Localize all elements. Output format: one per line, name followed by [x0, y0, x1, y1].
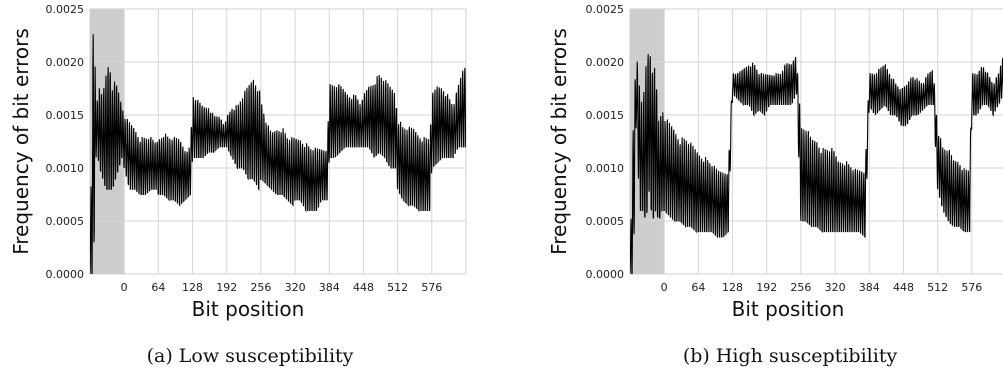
y-tick-label: 0.0010	[586, 162, 625, 175]
x-tick-label: 320	[825, 281, 846, 294]
x-tick-label: 384	[859, 281, 880, 294]
x-tick-label: 128	[182, 281, 203, 294]
x-tick-label: 128	[722, 281, 743, 294]
x-tick-label: 512	[387, 281, 408, 294]
x-tick-label: 192	[216, 281, 237, 294]
x-tick-label: 0	[121, 281, 128, 294]
y-tick-label: 0.0015	[586, 109, 625, 122]
chart-panel-b: 0.0000 0.0005 0.0010 0.0015 0.0020 0.0025 0 64 1…	[547, 3, 1003, 367]
x-axis-label: Bit position	[192, 297, 305, 321]
y-tick-label: 0.0020	[586, 56, 625, 69]
y-axis-label: Frequency of bit errors	[547, 28, 571, 255]
y-tick-label: 0.0015	[46, 109, 85, 122]
x-tick-label: 256	[790, 281, 811, 294]
chart-panel-a: 0.0000 0.0005 0.0010 0.0015 0.0020 0.0025 0 64 1…	[9, 3, 467, 367]
x-tick-label: 64	[691, 281, 705, 294]
x-tick-label: 512	[927, 281, 948, 294]
plot-frame	[629, 8, 1003, 275]
y-tick-label: 0.0025	[586, 3, 625, 16]
y-tick-label: 0.0005	[46, 215, 85, 228]
x-tick-label: 576	[961, 281, 982, 294]
y-tick-label: 0.0020	[46, 56, 85, 69]
y-tick-label: 0.0000	[46, 268, 85, 281]
y-tick-label: 0.0025	[46, 3, 85, 16]
x-tick-label: 0	[661, 281, 668, 294]
x-tick-label: 192	[756, 281, 777, 294]
x-tick-label: 64	[151, 281, 165, 294]
y-axis-label: Frequency of bit errors	[9, 28, 33, 255]
x-axis-label: Bit position	[732, 297, 845, 321]
x-tick-label: 448	[893, 281, 914, 294]
y-tick-label: 0.0000	[586, 268, 625, 281]
chart-caption: (b) High susceptibility	[683, 345, 898, 367]
chart-caption: (a) Low susceptibility	[147, 345, 354, 367]
x-tick-label: 576	[421, 281, 442, 294]
x-tick-label: 320	[285, 281, 306, 294]
x-tick-label: 448	[353, 281, 374, 294]
x-tick-label: 384	[319, 281, 340, 294]
y-tick-label: 0.0005	[586, 215, 625, 228]
series-line	[90, 34, 466, 274]
y-tick-label: 0.0010	[46, 162, 85, 175]
series-line	[630, 54, 1003, 274]
x-tick-label: 256	[250, 281, 271, 294]
